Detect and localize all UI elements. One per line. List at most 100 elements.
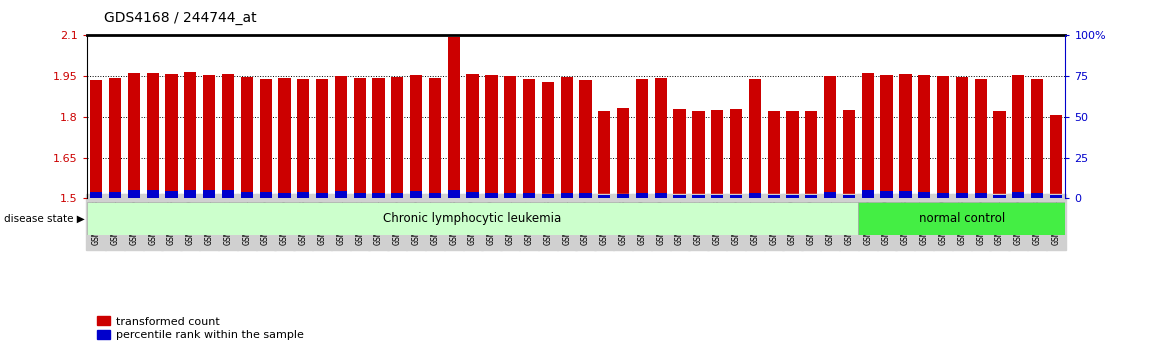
Bar — [485, 75, 498, 198]
Bar — [674, 109, 686, 198]
Bar — [994, 195, 1005, 198]
Text: Chronic lymphocytic leukemia: Chronic lymphocytic leukemia — [383, 212, 562, 225]
Bar — [730, 195, 742, 198]
Bar — [858, 202, 1065, 235]
Bar — [599, 112, 610, 198]
Bar — [335, 76, 347, 198]
Bar — [768, 195, 779, 198]
Bar — [617, 194, 629, 198]
Text: disease state ▶: disease state ▶ — [3, 213, 85, 224]
Bar — [900, 192, 911, 198]
Bar — [278, 78, 291, 198]
Bar — [599, 195, 610, 198]
Bar — [880, 75, 893, 198]
Bar — [87, 202, 858, 235]
Bar — [467, 74, 478, 198]
Bar — [203, 190, 215, 198]
Bar — [373, 193, 384, 198]
Bar — [241, 192, 252, 198]
Bar — [900, 74, 911, 198]
Bar — [955, 78, 968, 198]
Bar — [90, 192, 102, 198]
Bar — [316, 193, 328, 198]
Bar — [862, 73, 874, 198]
Bar — [259, 79, 272, 198]
Bar — [955, 193, 968, 198]
Bar — [222, 190, 234, 198]
Bar — [862, 190, 874, 198]
Bar — [127, 73, 140, 198]
Bar — [353, 193, 366, 198]
Bar — [636, 193, 648, 198]
Bar — [353, 78, 366, 198]
Bar — [542, 194, 554, 198]
Bar — [523, 79, 535, 198]
Bar — [711, 110, 724, 198]
Bar — [391, 193, 403, 198]
Bar — [410, 192, 423, 198]
Bar — [1050, 195, 1062, 198]
Bar — [730, 109, 742, 198]
Bar — [1012, 75, 1025, 198]
Bar — [749, 79, 761, 198]
Bar — [504, 193, 516, 198]
Bar — [654, 193, 667, 198]
Text: normal control: normal control — [918, 212, 1005, 225]
Bar — [654, 78, 667, 198]
Bar — [674, 195, 686, 198]
Bar — [127, 190, 140, 198]
Bar — [711, 195, 724, 198]
Bar — [428, 78, 441, 198]
Bar — [880, 192, 893, 198]
Bar — [90, 80, 102, 198]
Bar — [975, 193, 987, 198]
Bar — [147, 73, 159, 198]
Bar — [410, 75, 423, 198]
Bar — [504, 75, 516, 198]
Bar — [485, 193, 498, 198]
Bar — [109, 78, 122, 198]
Bar — [937, 193, 950, 198]
Bar — [560, 78, 573, 198]
Bar — [560, 193, 573, 198]
Bar — [109, 192, 122, 198]
Bar — [523, 193, 535, 198]
Bar — [824, 76, 836, 198]
Bar — [316, 79, 328, 198]
Bar — [768, 112, 779, 198]
Bar — [241, 78, 252, 198]
Bar — [805, 195, 818, 198]
Bar — [617, 108, 629, 198]
Bar — [692, 195, 704, 198]
Bar — [636, 79, 648, 198]
Bar — [448, 190, 460, 198]
Bar — [373, 78, 384, 198]
Bar — [843, 110, 855, 198]
Bar — [1012, 192, 1025, 198]
Bar — [805, 112, 818, 198]
Bar — [166, 192, 177, 198]
Bar — [166, 74, 177, 198]
Text: GDS4168 / 244744_at: GDS4168 / 244744_at — [104, 11, 257, 25]
Bar — [843, 195, 855, 198]
Bar — [749, 193, 761, 198]
Bar — [542, 81, 554, 198]
Bar — [1031, 193, 1043, 198]
Bar — [692, 110, 704, 198]
Bar — [918, 75, 930, 198]
Bar — [335, 192, 347, 198]
Bar — [184, 190, 197, 198]
Legend: transformed count, percentile rank within the sample: transformed count, percentile rank withi… — [93, 312, 308, 345]
Bar — [975, 79, 987, 198]
Bar — [259, 192, 272, 198]
Bar — [579, 80, 592, 198]
Bar — [298, 79, 309, 198]
Bar — [278, 193, 291, 198]
Bar — [786, 195, 799, 198]
Bar — [448, 37, 460, 198]
Bar — [184, 72, 197, 198]
Bar — [391, 77, 403, 198]
Bar — [298, 192, 309, 198]
Bar — [918, 192, 930, 198]
Bar — [1050, 115, 1062, 198]
